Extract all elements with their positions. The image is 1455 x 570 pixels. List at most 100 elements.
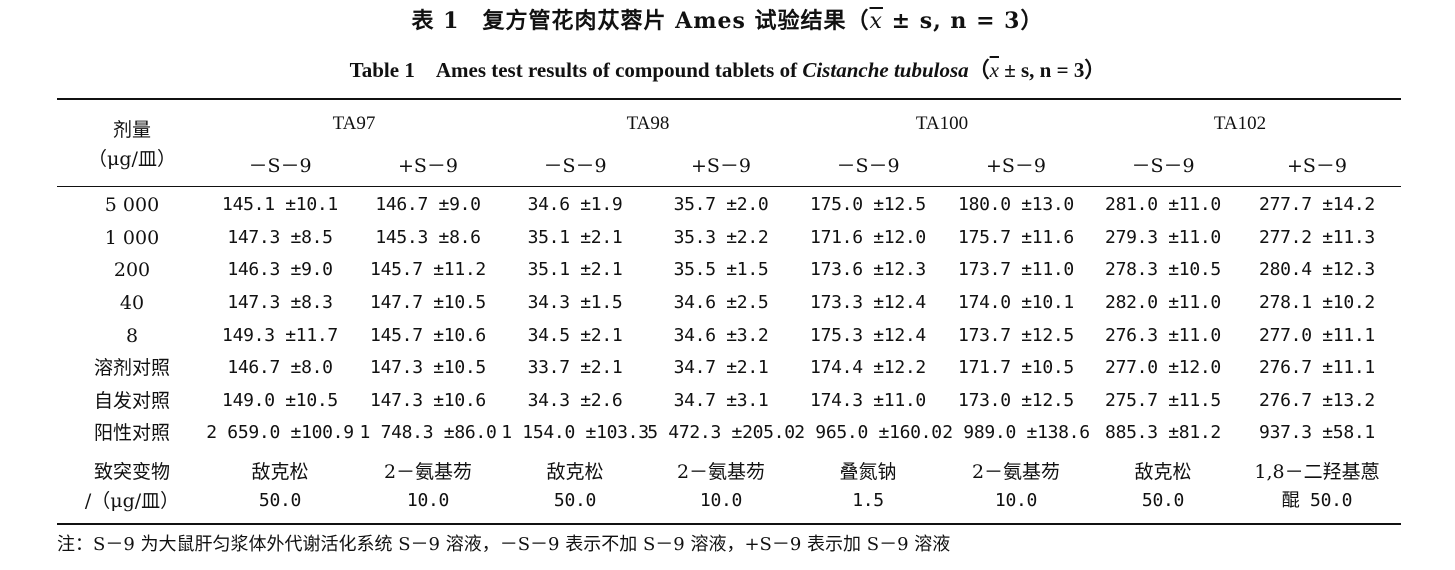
- revertant-count-cell: 280.4 ±12.3: [1259, 259, 1375, 280]
- row-label: 自发对照: [93, 390, 170, 412]
- revertant-count-cell: 173.3 ±12.4: [810, 292, 926, 313]
- revertant-count-cell: 146.3 ±9.0: [227, 259, 333, 280]
- revertant-count-cell: 277.2 ±11.3: [1259, 227, 1375, 248]
- row-label: 1 000: [104, 227, 160, 249]
- mutagen-unit: /（μg/皿）: [84, 490, 180, 512]
- revertant-count-cell: 2 659.0 ±100.9: [206, 422, 354, 443]
- revertant-count-cell: 34.3 ±1.5: [527, 292, 623, 313]
- positive-control-mutagen: 2－氨基芴: [676, 461, 766, 483]
- revertant-count-cell: 173.7 ±11.0: [958, 259, 1074, 280]
- revertant-count-cell: 147.3 ±10.6: [370, 390, 486, 411]
- dose-header-unit: （μg/皿）: [88, 148, 176, 170]
- revertant-count-cell: 34.6 ±1.9: [527, 194, 623, 215]
- revertant-count-cell: 2 989.0 ±138.6: [942, 422, 1090, 443]
- table-header-rule: [57, 186, 1401, 187]
- revertant-count-cell: 278.3 ±10.5: [1105, 259, 1221, 280]
- positive-control-mutagen: 敌克松: [546, 461, 604, 483]
- positive-control-dose: 50.0: [553, 490, 597, 511]
- revertant-count-cell: 147.7 ±10.5: [370, 292, 486, 313]
- species-name: Cistanche tubulosa: [802, 58, 969, 82]
- positive-control-dose: 10.0: [699, 490, 743, 511]
- metabolic-activation-header: －S－9: [543, 155, 607, 177]
- revertant-count-cell: 35.1 ±2.1: [527, 259, 623, 280]
- positive-control-mutagen: 1,8－二羟基蒽: [1254, 461, 1380, 483]
- revertant-count-cell: 175.3 ±12.4: [810, 325, 926, 346]
- strain-header-ta97: TA97: [332, 113, 376, 134]
- revertant-count-cell: 937.3 ±58.1: [1259, 422, 1375, 443]
- revertant-count-cell: 35.3 ±2.2: [673, 227, 769, 248]
- strain-header-ta100: TA100: [915, 113, 969, 134]
- revertant-count-cell: 149.0 ±10.5: [222, 390, 338, 411]
- revertant-count-cell: 145.7 ±11.2: [370, 259, 486, 280]
- positive-control-dose: 50.0: [258, 490, 302, 511]
- positive-control-dose: 50.0: [1141, 490, 1185, 511]
- positive-control-dose: 醌 50.0: [1281, 490, 1353, 511]
- positive-control-dose: 10.0: [994, 490, 1038, 511]
- revertant-count-cell: 282.0 ±11.0: [1105, 292, 1221, 313]
- revertant-count-cell: 145.1 ±10.1: [222, 194, 338, 215]
- revertant-count-cell: 175.0 ±12.5: [810, 194, 926, 215]
- revertant-count-cell: 145.7 ±10.6: [370, 325, 486, 346]
- revertant-count-cell: 34.7 ±3.1: [673, 390, 769, 411]
- revertant-count-cell: 147.3 ±8.5: [227, 227, 333, 248]
- revertant-count-cell: 2 965.0 ±160.0: [794, 422, 942, 443]
- metabolic-activation-header: +S－9: [1286, 155, 1348, 177]
- positive-control-mutagen: 2－氨基芴: [971, 461, 1061, 483]
- revertant-count-cell: 147.3 ±8.3: [227, 292, 333, 313]
- row-label: 40: [119, 292, 145, 314]
- table-title-en: Table 1 Ames test results of compound ta…: [349, 58, 1106, 82]
- row-label: 阳性对照: [93, 422, 170, 444]
- row-label: 8: [125, 325, 139, 347]
- revertant-count-cell: 173.7 ±12.5: [958, 325, 1074, 346]
- mean-symbol: x: [989, 58, 999, 82]
- revertant-count-cell: 174.3 ±11.0: [810, 390, 926, 411]
- revertant-count-cell: 35.5 ±1.5: [673, 259, 769, 280]
- table-bottom-rule: [57, 523, 1401, 525]
- revertant-count-cell: 173.0 ±12.5: [958, 390, 1074, 411]
- revertant-count-cell: 171.6 ±12.0: [810, 227, 926, 248]
- table-top-rule: [57, 98, 1401, 100]
- strain-header-ta102: TA102: [1213, 113, 1267, 134]
- revertant-count-cell: 180.0 ±13.0: [958, 194, 1074, 215]
- positive-control-mutagen: 2－氨基芴: [383, 461, 473, 483]
- revertant-count-cell: 175.7 ±11.6: [958, 227, 1074, 248]
- metabolic-activation-header: +S－9: [985, 155, 1047, 177]
- metabolic-activation-header: －S－9: [248, 155, 312, 177]
- revertant-count-cell: 146.7 ±8.0: [227, 357, 333, 378]
- revertant-count-cell: 278.1 ±10.2: [1259, 292, 1375, 313]
- revertant-count-cell: 145.3 ±8.6: [375, 227, 481, 248]
- revertant-count-cell: 5 472.3 ±205.0: [647, 422, 795, 443]
- revertant-count-cell: 275.7 ±11.5: [1105, 390, 1221, 411]
- revertant-count-cell: 279.3 ±11.0: [1105, 227, 1221, 248]
- row-label: 200: [113, 259, 151, 281]
- positive-control-mutagen: 敌克松: [1134, 461, 1192, 483]
- revertant-count-cell: 1 154.0 ±103.3: [501, 422, 649, 443]
- revertant-count-cell: 34.6 ±3.2: [673, 325, 769, 346]
- revertant-count-cell: 174.4 ±12.2: [810, 357, 926, 378]
- revertant-count-cell: 34.7 ±2.1: [673, 357, 769, 378]
- revertant-count-cell: 171.7 ±10.5: [958, 357, 1074, 378]
- revertant-count-cell: 35.1 ±2.1: [527, 227, 623, 248]
- revertant-count-cell: 35.7 ±2.0: [673, 194, 769, 215]
- revertant-count-cell: 173.6 ±12.3: [810, 259, 926, 280]
- table-footnote: 注：S－9 为大鼠肝匀浆体外代谢活化系统 S－9 溶液，－S－9 表示不加 S－…: [57, 534, 951, 555]
- revertant-count-cell: 1 748.3 ±86.0: [359, 422, 497, 443]
- revertant-count-cell: 174.0 ±10.1: [958, 292, 1074, 313]
- metabolic-activation-header: －S－9: [1131, 155, 1195, 177]
- mutagen-label: 致突变物: [93, 461, 170, 483]
- revertant-count-cell: 34.3 ±2.6: [527, 390, 623, 411]
- revertant-count-cell: 34.5 ±2.1: [527, 325, 623, 346]
- dose-header-label: 剂量: [112, 119, 151, 141]
- metabolic-activation-header: +S－9: [690, 155, 752, 177]
- revertant-count-cell: 34.6 ±2.5: [673, 292, 769, 313]
- revertant-count-cell: 276.7 ±13.2: [1259, 390, 1375, 411]
- positive-control-mutagen: 敌克松: [251, 461, 309, 483]
- revertant-count-cell: 276.7 ±11.1: [1259, 357, 1375, 378]
- positive-control-dose: 1.5: [852, 490, 884, 511]
- revertant-count-cell: 277.0 ±11.1: [1259, 325, 1375, 346]
- revertant-count-cell: 33.7 ±2.1: [527, 357, 623, 378]
- row-label: 5 000: [104, 194, 160, 216]
- strain-header-ta98: TA98: [626, 113, 670, 134]
- revertant-count-cell: 885.3 ±81.2: [1105, 422, 1221, 443]
- metabolic-activation-header: +S－9: [397, 155, 459, 177]
